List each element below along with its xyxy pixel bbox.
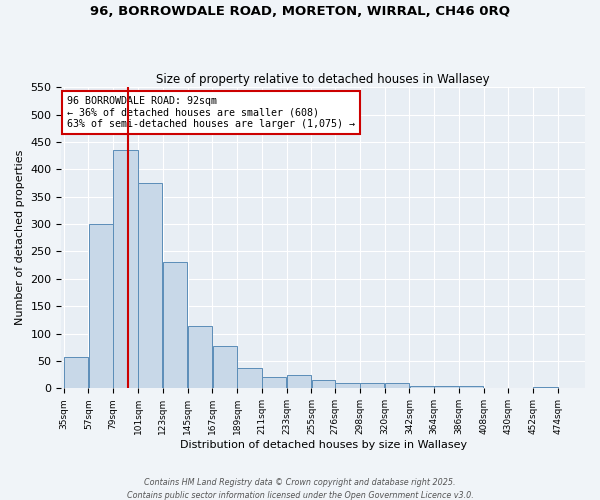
Bar	[64, 357, 88, 388]
Bar	[188, 326, 212, 388]
Text: Contains HM Land Registry data © Crown copyright and database right 2025.
Contai: Contains HM Land Registry data © Crown c…	[127, 478, 473, 500]
Bar	[459, 386, 484, 388]
Text: 96, BORROWDALE ROAD, MORETON, WIRRAL, CH46 0RQ: 96, BORROWDALE ROAD, MORETON, WIRRAL, CH…	[90, 5, 510, 18]
Bar	[385, 384, 409, 388]
Bar	[360, 384, 385, 388]
Bar	[262, 378, 286, 388]
Y-axis label: Number of detached properties: Number of detached properties	[15, 150, 25, 326]
Bar	[434, 386, 458, 388]
Text: 96 BORROWDALE ROAD: 92sqm
← 36% of detached houses are smaller (608)
63% of semi: 96 BORROWDALE ROAD: 92sqm ← 36% of detac…	[67, 96, 355, 130]
Bar	[533, 386, 558, 388]
Bar	[311, 380, 335, 388]
X-axis label: Distribution of detached houses by size in Wallasey: Distribution of detached houses by size …	[179, 440, 467, 450]
Bar	[212, 346, 237, 389]
Bar	[287, 374, 311, 388]
Bar	[410, 386, 434, 388]
Bar	[89, 224, 113, 388]
Bar	[113, 150, 138, 388]
Bar	[138, 183, 163, 388]
Bar	[163, 262, 187, 388]
Bar	[238, 368, 262, 388]
Title: Size of property relative to detached houses in Wallasey: Size of property relative to detached ho…	[157, 73, 490, 86]
Bar	[335, 384, 359, 388]
